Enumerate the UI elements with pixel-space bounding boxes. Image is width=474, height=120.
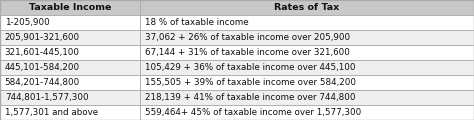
- Bar: [140, 0, 474, 15]
- Text: 584,201-744,800: 584,201-744,800: [5, 78, 80, 87]
- Bar: [0, 30, 140, 45]
- Bar: [0, 60, 140, 75]
- Text: 37,062 + 26% of taxable income over 205,900: 37,062 + 26% of taxable income over 205,…: [145, 33, 350, 42]
- Text: 559,464+ 45% of taxable income over 1,577,300: 559,464+ 45% of taxable income over 1,57…: [145, 108, 361, 117]
- Bar: [140, 45, 474, 60]
- Text: 445,101-584,200: 445,101-584,200: [5, 63, 80, 72]
- Bar: [140, 105, 474, 120]
- Bar: [140, 90, 474, 105]
- Text: 321,601-445,100: 321,601-445,100: [5, 48, 80, 57]
- Bar: [0, 75, 140, 90]
- Text: 1,577,301 and above: 1,577,301 and above: [5, 108, 98, 117]
- Bar: [140, 60, 474, 75]
- Bar: [140, 75, 474, 90]
- Text: Taxable Income: Taxable Income: [29, 3, 111, 12]
- Text: 67,144 + 31% of taxable income over 321,600: 67,144 + 31% of taxable income over 321,…: [145, 48, 349, 57]
- Text: 205,901-321,600: 205,901-321,600: [5, 33, 80, 42]
- Bar: [0, 90, 140, 105]
- Text: 155,505 + 39% of taxable income over 584,200: 155,505 + 39% of taxable income over 584…: [145, 78, 356, 87]
- Bar: [0, 45, 140, 60]
- Text: 218,139 + 41% of taxable income over 744,800: 218,139 + 41% of taxable income over 744…: [145, 93, 355, 102]
- Text: Rates of Tax: Rates of Tax: [274, 3, 339, 12]
- Text: 744,801-1,577,300: 744,801-1,577,300: [5, 93, 88, 102]
- Text: 105,429 + 36% of taxable income over 445,100: 105,429 + 36% of taxable income over 445…: [145, 63, 355, 72]
- Bar: [140, 30, 474, 45]
- Bar: [0, 0, 140, 15]
- Bar: [140, 15, 474, 30]
- Bar: [0, 15, 140, 30]
- Text: 18 % of taxable income: 18 % of taxable income: [145, 18, 248, 27]
- Text: 1-205,900: 1-205,900: [5, 18, 49, 27]
- Bar: [0, 105, 140, 120]
